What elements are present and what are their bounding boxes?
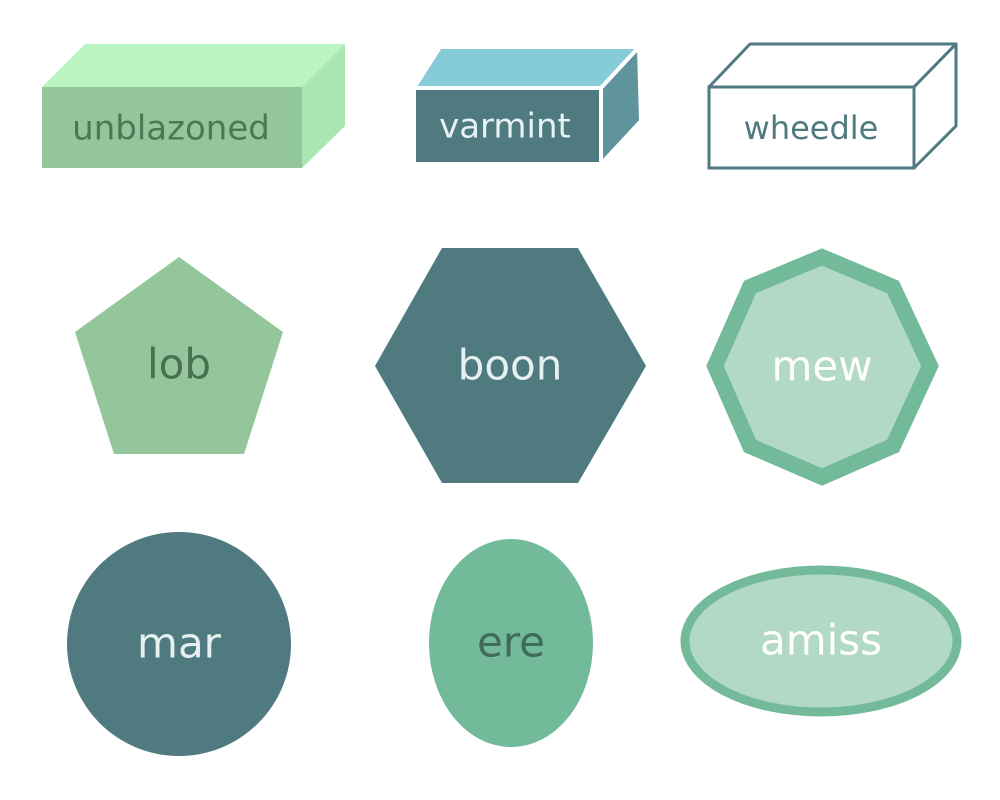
ellipse-shape xyxy=(429,539,593,747)
cuboid-unblazoned: unblazoned xyxy=(42,44,345,168)
shape-label: mar xyxy=(137,619,222,668)
shape-label: mew xyxy=(771,342,872,391)
ellipse-shape xyxy=(680,565,962,717)
shape-label: wheedle xyxy=(744,109,879,147)
pentagon-shape xyxy=(75,257,283,454)
hexagon-shape xyxy=(375,248,646,483)
shape-label: boon xyxy=(458,341,563,390)
pentagon-lob: lob xyxy=(75,257,283,454)
shape-label: ere xyxy=(477,618,545,667)
shape-label: unblazoned xyxy=(72,109,270,149)
octagon-mew: mew xyxy=(706,248,939,486)
shape-label: varmint xyxy=(439,107,571,147)
cuboid-front-face xyxy=(707,85,916,170)
ellipse-ere: ere xyxy=(429,539,593,747)
circle-mar: mar xyxy=(67,532,291,756)
cuboid-side-face xyxy=(302,44,345,168)
ellipse-amiss: amiss xyxy=(680,565,962,717)
octagon-shape xyxy=(706,248,939,486)
shape-label: lob xyxy=(147,340,211,389)
cuboid-front-face xyxy=(412,86,603,166)
cuboid-top-face xyxy=(42,44,345,87)
cuboid-wheedle: wheedle xyxy=(707,42,958,170)
hexagon-boon: boon xyxy=(375,248,646,483)
circle-shape xyxy=(67,532,291,756)
cuboid-front-face xyxy=(42,87,302,168)
cuboid-varmint: varmint xyxy=(412,45,643,166)
shape-label: amiss xyxy=(760,616,882,665)
